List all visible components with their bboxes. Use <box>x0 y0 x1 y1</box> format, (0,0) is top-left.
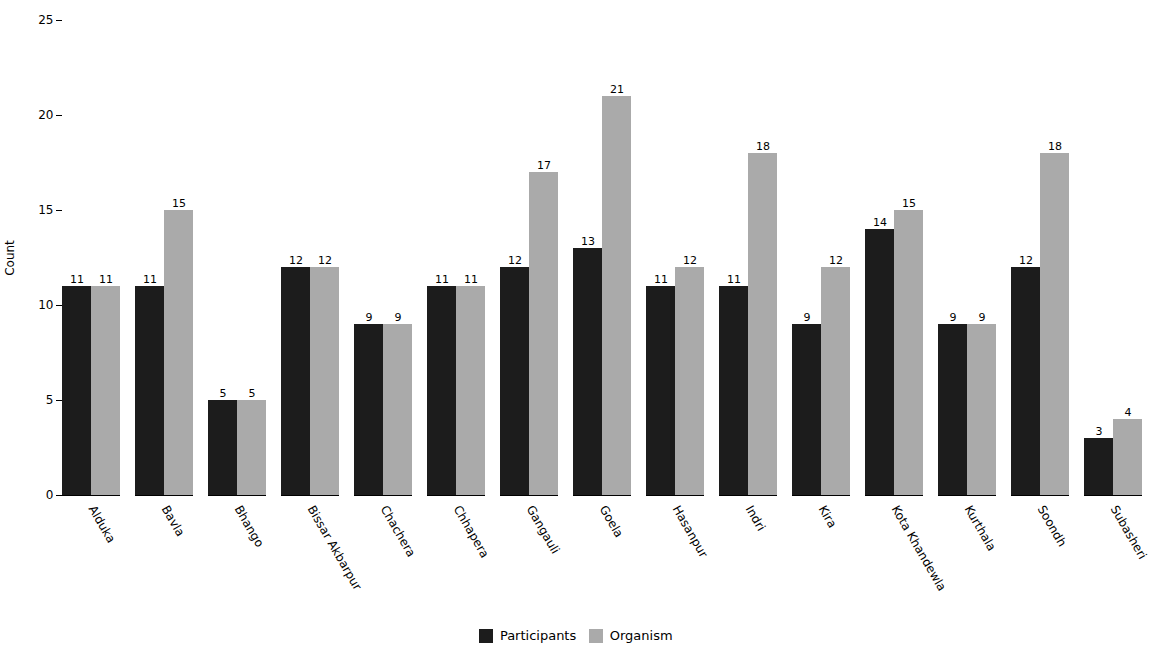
svg-text:5: 5 <box>249 387 256 400</box>
svg-text:21: 21 <box>610 83 624 96</box>
svg-text:5: 5 <box>46 393 54 407</box>
svg-text:11: 11 <box>435 273 449 286</box>
svg-text:15: 15 <box>38 203 53 217</box>
svg-text:18: 18 <box>756 140 770 153</box>
svg-text:11: 11 <box>143 273 157 286</box>
svg-text:Bissar Akbarpur: Bissar Akbarpur <box>305 503 365 593</box>
svg-text:14: 14 <box>873 216 887 229</box>
svg-text:5: 5 <box>220 387 227 400</box>
svg-text:Chachera: Chachera <box>378 503 419 560</box>
svg-text:11: 11 <box>70 273 84 286</box>
html-text:Organism: Organism <box>609 628 673 643</box>
svg-text:9: 9 <box>804 311 811 324</box>
svg-text:Bavla: Bavla <box>159 503 188 539</box>
svg-text:12: 12 <box>289 254 303 267</box>
svg-text:11: 11 <box>464 273 478 286</box>
svg-text:12: 12 <box>508 254 522 267</box>
svg-text:Indri: Indri <box>743 503 769 533</box>
svg-text:Gangauli: Gangauli <box>524 503 563 556</box>
svg-text:25: 25 <box>38 13 53 27</box>
svg-text:10: 10 <box>38 298 53 312</box>
svg-text:17: 17 <box>537 159 551 172</box>
svg-text:12: 12 <box>318 254 332 267</box>
svg-text:Chhapera: Chhapera <box>451 503 492 560</box>
svg-text:Soondh: Soondh <box>1035 503 1070 549</box>
svg-text:Count: Count <box>3 240 17 276</box>
svg-text:Bhango: Bhango <box>232 503 267 550</box>
svg-text:4: 4 <box>1125 406 1132 419</box>
svg-text:Alduka: Alduka <box>86 503 119 545</box>
svg-text:Hasanpur: Hasanpur <box>670 503 711 560</box>
svg-text:Kurthala: Kurthala <box>962 503 999 553</box>
svg-text:Kota Khandewla: Kota Khandewla <box>889 503 949 594</box>
svg-text:11: 11 <box>654 273 668 286</box>
svg-text:9: 9 <box>395 311 402 324</box>
svg-text:20: 20 <box>38 108 53 122</box>
svg-text:15: 15 <box>902 197 916 210</box>
svg-text:Goela: Goela <box>597 503 626 540</box>
svg-text:9: 9 <box>979 311 986 324</box>
svg-text:15: 15 <box>172 197 186 210</box>
svg-text:13: 13 <box>581 235 595 248</box>
svg-text:0: 0 <box>46 488 54 502</box>
svg-text:9: 9 <box>366 311 373 324</box>
svg-text:11: 11 <box>727 273 741 286</box>
html-text:Participants: Participants <box>499 628 577 643</box>
svg-text:Subasheri: Subasheri <box>1108 503 1150 562</box>
svg-text:12: 12 <box>1019 254 1033 267</box>
svg-text:18: 18 <box>1048 140 1062 153</box>
svg-text:12: 12 <box>683 254 697 267</box>
svg-text:12: 12 <box>829 254 843 267</box>
svg-text:Kira: Kira <box>816 503 840 530</box>
svg-text:11: 11 <box>99 273 113 286</box>
svg-text:9: 9 <box>950 311 957 324</box>
svg-text:3: 3 <box>1096 425 1103 438</box>
